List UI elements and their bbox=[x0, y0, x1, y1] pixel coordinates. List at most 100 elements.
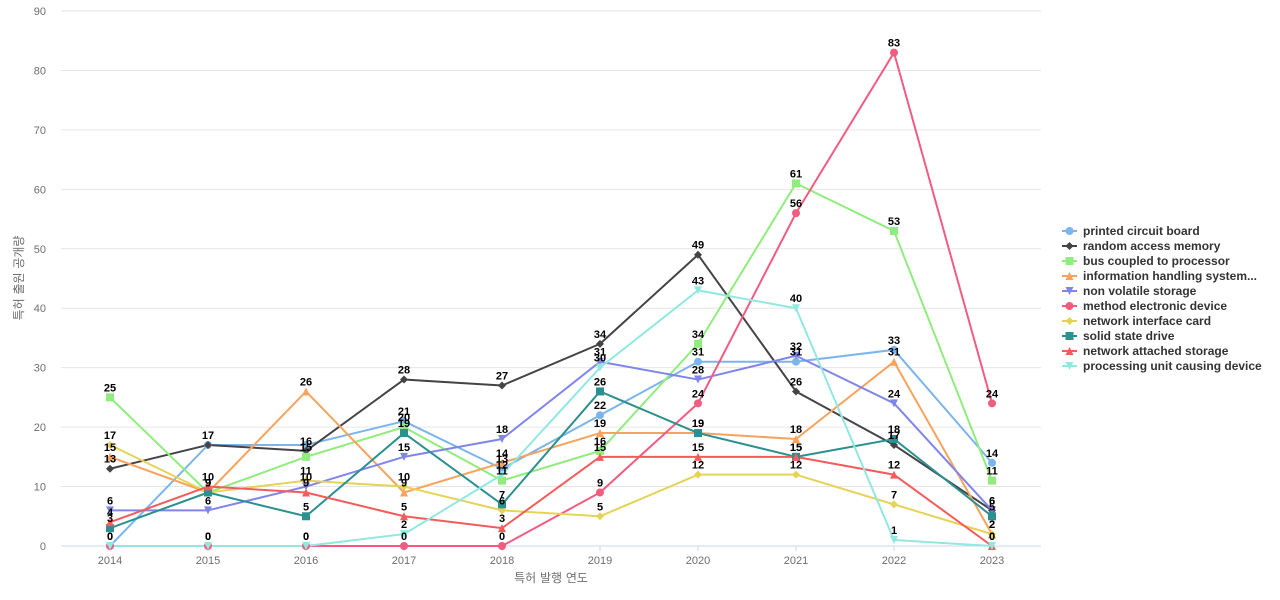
data-point-network-attached-storage bbox=[302, 488, 310, 497]
data-point-random-access-memory bbox=[792, 387, 800, 396]
x-tick-label: 2016 bbox=[294, 555, 318, 567]
data-point-printed-circuit-board bbox=[988, 458, 996, 467]
data-point-processing-unit-causing-device bbox=[400, 530, 408, 539]
data-point-processing-unit-causing-device bbox=[106, 542, 114, 550]
data-label-random-access-memory: 16 bbox=[300, 436, 312, 448]
series-line-solid-state-drive bbox=[109, 390, 993, 530]
legend-item-bus-coupled-to-processor[interactable]: bus coupled to processor bbox=[1062, 254, 1230, 268]
legend-label: processing unit causing device bbox=[1083, 359, 1262, 373]
data-label-processing-unit-causing-device: 1 bbox=[891, 525, 897, 537]
data-point-non-volatile-storage bbox=[204, 506, 212, 515]
data-label-network-interface-card: 10 bbox=[398, 472, 410, 484]
data-label-non-volatile-storage: 6 bbox=[107, 495, 113, 507]
legend-swatch-marker bbox=[1065, 332, 1074, 340]
data-point-network-attached-storage bbox=[106, 518, 114, 527]
data-label-network-attached-storage: 0 bbox=[989, 531, 995, 543]
legend-item-information-handling-system[interactable]: information handling system... bbox=[1062, 269, 1257, 283]
data-point-processing-unit-causing-device bbox=[498, 470, 506, 479]
data-point-solid-state-drive bbox=[106, 524, 114, 533]
y-axis-title: 특허 출원 공개량 bbox=[12, 236, 26, 321]
data-point-network-attached-storage bbox=[792, 452, 800, 461]
data-label-printed-circuit-board: 33 bbox=[888, 335, 900, 347]
legend-item-random-access-memory[interactable]: random access memory bbox=[1062, 239, 1221, 253]
x-tick-label: 2023 bbox=[980, 555, 1004, 567]
data-point-non-volatile-storage bbox=[694, 375, 702, 384]
data-point-information-handling-system bbox=[106, 452, 114, 461]
data-point-information-handling-system bbox=[302, 387, 310, 396]
legend-swatch-marker bbox=[1065, 362, 1074, 370]
data-point-non-volatile-storage bbox=[596, 357, 604, 366]
data-label-bus-coupled-to-processor: 25 bbox=[104, 382, 116, 394]
legend-item-network-interface-card[interactable]: network interface card bbox=[1062, 314, 1211, 328]
data-point-network-attached-storage bbox=[498, 524, 506, 533]
data-label-non-volatile-storage: 18 bbox=[496, 424, 508, 436]
data-label-bus-coupled-to-processor: 9 bbox=[205, 478, 211, 490]
data-point-non-volatile-storage bbox=[106, 506, 114, 515]
data-point-network-interface-card bbox=[694, 470, 702, 479]
legend-label: solid state drive bbox=[1083, 329, 1175, 343]
y-tick-label: 10 bbox=[34, 482, 46, 494]
data-point-information-handling-system bbox=[498, 458, 506, 467]
data-point-printed-circuit-board bbox=[694, 357, 702, 366]
data-point-printed-circuit-board bbox=[792, 357, 800, 366]
series-line-printed-circuit-board bbox=[109, 348, 993, 547]
legend-item-network-attached-storage[interactable]: network attached storage bbox=[1062, 344, 1229, 358]
data-point-solid-state-drive bbox=[890, 435, 898, 443]
legend-item-solid-state-drive[interactable]: solid state drive bbox=[1062, 329, 1175, 343]
legend-item-processing-unit-causing-device[interactable]: processing unit causing device bbox=[1062, 359, 1262, 373]
data-point-network-interface-card bbox=[400, 482, 408, 491]
data-point-processing-unit-causing-device bbox=[302, 542, 310, 550]
data-point-network-attached-storage bbox=[694, 452, 702, 461]
data-point-random-access-memory bbox=[694, 250, 702, 259]
data-label-solid-state-drive: 26 bbox=[594, 376, 606, 388]
data-point-network-attached-storage bbox=[204, 482, 212, 491]
data-point-bus-coupled-to-processor bbox=[106, 393, 114, 402]
data-point-network-interface-card bbox=[596, 512, 604, 521]
data-label-bus-coupled-to-processor: 15 bbox=[300, 442, 312, 454]
data-point-bus-coupled-to-processor bbox=[400, 423, 408, 432]
data-label-network-attached-storage: 5 bbox=[401, 501, 407, 513]
data-label-solid-state-drive: 19 bbox=[692, 418, 704, 430]
data-label-processing-unit-causing-device: 30 bbox=[594, 353, 606, 365]
y-tick-label: 40 bbox=[34, 303, 46, 315]
data-label-bus-coupled-to-processor: 11 bbox=[986, 466, 998, 478]
data-label-network-attached-storage: 15 bbox=[790, 442, 802, 454]
legend-swatch-marker bbox=[1065, 257, 1074, 265]
data-point-processing-unit-causing-device bbox=[792, 304, 800, 313]
data-point-information-handling-system bbox=[792, 435, 800, 443]
legend-label: information handling system... bbox=[1083, 269, 1257, 283]
data-point-bus-coupled-to-processor bbox=[694, 339, 702, 348]
data-point-bus-coupled-to-processor bbox=[596, 446, 604, 455]
data-label-information-handling-system: 9 bbox=[401, 478, 407, 490]
data-label-network-interface-card: 12 bbox=[692, 460, 704, 472]
legend-item-non-volatile-storage[interactable]: non volatile storage bbox=[1062, 284, 1197, 298]
data-label-information-handling-system: 19 bbox=[594, 418, 606, 430]
y-tick-label: 60 bbox=[34, 184, 46, 196]
data-point-information-handling-system bbox=[890, 357, 898, 366]
data-label-method-electronic-device: 0 bbox=[499, 531, 505, 543]
y-tick-label: 30 bbox=[34, 363, 46, 375]
data-label-processing-unit-causing-device: 0 bbox=[205, 531, 211, 543]
legend-item-printed-circuit-board[interactable]: printed circuit board bbox=[1062, 224, 1200, 238]
data-point-processing-unit-causing-device bbox=[988, 542, 996, 550]
legend-label: network interface card bbox=[1083, 314, 1211, 328]
data-label-random-access-memory: 17 bbox=[202, 430, 214, 442]
data-point-method-electronic-device bbox=[792, 209, 800, 218]
data-label-printed-circuit-board: 14 bbox=[986, 448, 999, 460]
legend-label: network attached storage bbox=[1083, 344, 1229, 358]
data-label-printed-circuit-board: 31 bbox=[692, 347, 704, 359]
axes: 특허 출원 공개량 특허 발행 연도 010203040506070809020… bbox=[12, 6, 1041, 585]
y-tick-label: 90 bbox=[34, 6, 46, 18]
legend-label: method electronic device bbox=[1083, 299, 1227, 313]
legend-label: printed circuit board bbox=[1083, 224, 1200, 238]
data-point-random-access-memory bbox=[400, 375, 408, 384]
legend-item-method-electronic-device[interactable]: method electronic device bbox=[1062, 299, 1227, 313]
data-point-random-access-memory bbox=[204, 440, 212, 449]
data-point-solid-state-drive bbox=[988, 512, 996, 521]
data-point-network-interface-card bbox=[988, 530, 996, 539]
data-label-information-handling-system: 18 bbox=[790, 424, 802, 436]
legend-swatch-marker bbox=[1065, 302, 1074, 310]
data-point-method-electronic-device bbox=[694, 399, 702, 408]
